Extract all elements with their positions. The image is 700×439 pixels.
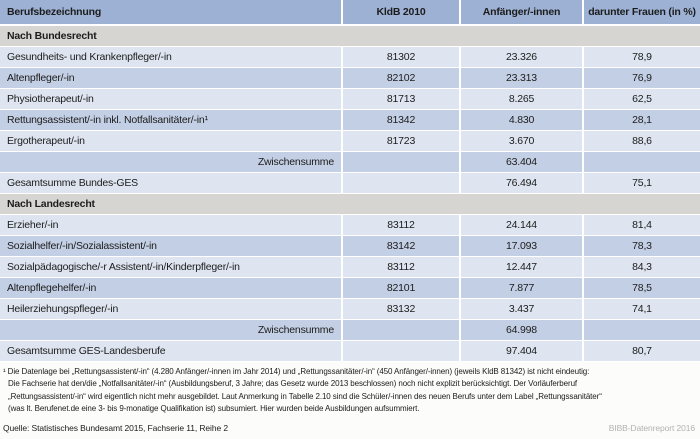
cell-anfaenger: 97.404	[459, 341, 582, 362]
cell-frauen: 78,5	[582, 278, 700, 299]
section-label: Nach Landesrecht	[0, 194, 700, 215]
cell-anfaenger: 12.447	[459, 257, 582, 278]
cell-berufsbezeichnung: Erzieher/-in	[0, 215, 341, 236]
cell-kldb: 81713	[341, 89, 459, 110]
cell-frauen: 76,9	[582, 68, 700, 89]
cell-frauen	[582, 320, 700, 341]
cell-frauen: 81,4	[582, 215, 700, 236]
table-row: Altenpflegehelfer/-in 82101 7.877 78,5	[0, 278, 700, 299]
cell-kldb	[341, 320, 459, 341]
table-row: Ergotherapeut/-in 81723 3.670 88,6	[0, 131, 700, 152]
cell-anfaenger: 64.998	[459, 320, 582, 341]
cell-berufsbezeichnung: Ergotherapeut/-in	[0, 131, 341, 152]
section-row: Nach Landesrecht	[0, 194, 700, 215]
cell-berufsbezeichnung: Zwischensumme	[0, 320, 341, 341]
footnote: ¹ Die Datenlage bei „Rettungsassistent/-…	[0, 362, 700, 416]
section-row: Nach Bundesrecht	[0, 26, 700, 47]
cell-anfaenger: 4.830	[459, 110, 582, 131]
section-label: Nach Bundesrecht	[0, 26, 700, 47]
cell-kldb: 81723	[341, 131, 459, 152]
table-row: Gesundheits- und Krankenpfleger/-in 81302…	[0, 47, 700, 68]
cell-berufsbezeichnung: Altenpflegehelfer/-in	[0, 278, 341, 299]
cell-anfaenger: 3.670	[459, 131, 582, 152]
cell-kldb: 83142	[341, 236, 459, 257]
cell-frauen: 62,5	[582, 89, 700, 110]
table-row: Zwischensumme 64.998	[0, 320, 700, 341]
cell-kldb: 82102	[341, 68, 459, 89]
table-row: Heilerziehungspfleger/-in 83132 3.437 74,1	[0, 299, 700, 320]
column-header-kldb: KldB 2010	[341, 0, 459, 26]
table-row: Erzieher/-in 83112 24.144 81,4	[0, 215, 700, 236]
table-row: Sozialpädagogische/-r Assistent/-in/Kind…	[0, 257, 700, 278]
table-row: Zwischensumme 63.404	[0, 152, 700, 173]
footnote-line: „Rettungsassistent/-in“ wird eigentlich …	[8, 391, 602, 401]
cell-frauen	[582, 152, 700, 173]
cell-berufsbezeichnung: Rettungsassistent/-in inkl. Notfallsanit…	[0, 110, 341, 131]
cell-berufsbezeichnung: Altenpfleger/-in	[0, 68, 341, 89]
cell-frauen: 80,7	[582, 341, 700, 362]
column-header-frauen: darunter Frauen (in %)	[582, 0, 700, 26]
cell-anfaenger: 8.265	[459, 89, 582, 110]
cell-anfaenger: 76.494	[459, 173, 582, 194]
cell-kldb: 83112	[341, 215, 459, 236]
cell-berufsbezeichnung: Gesamtsumme Bundes-GES	[0, 173, 341, 194]
cell-anfaenger: 63.404	[459, 152, 582, 173]
cell-anfaenger: 24.144	[459, 215, 582, 236]
table-row: Rettungsassistent/-in inkl. Notfallsanit…	[0, 110, 700, 131]
footnote-line: Die Fachserie hat den/die „Notfallsanitä…	[8, 379, 578, 389]
footnote-line: (was lt. Berufenet.de eine 3- bis 9-mona…	[8, 404, 420, 414]
cell-kldb: 81342	[341, 110, 459, 131]
header-row: Berufsbezeichnung KldB 2010 Anfänger/-in…	[0, 0, 700, 26]
report-label: BIBB-Datenreport 2016	[608, 422, 695, 433]
cell-frauen: 84,3	[582, 257, 700, 278]
cell-kldb	[341, 341, 459, 362]
cell-anfaenger: 23.326	[459, 47, 582, 68]
cell-kldb: 83112	[341, 257, 459, 278]
table-row: Gesamtsumme GES-Landesberufe 97.404 80,7	[0, 341, 700, 362]
cell-kldb: 81302	[341, 47, 459, 68]
cell-kldb: 83132	[341, 299, 459, 320]
table-body: Nach Bundesrecht Gesundheits- und Kranken…	[0, 26, 700, 362]
source-text: Quelle: Statistisches Bundesamt 2015, Fa…	[3, 422, 228, 433]
cell-kldb	[341, 173, 459, 194]
statistics-table: Berufsbezeichnung KldB 2010 Anfänger/-in…	[0, 0, 700, 362]
cell-frauen: 88,6	[582, 131, 700, 152]
cell-anfaenger: 7.877	[459, 278, 582, 299]
column-header-anfaenger: Anfänger/-innen	[459, 0, 582, 26]
table-row: Sozialhelfer/-in/Sozialassistent/-in 8314…	[0, 236, 700, 257]
table-header: Berufsbezeichnung KldB 2010 Anfänger/-in…	[0, 0, 700, 26]
cell-kldb: 82101	[341, 278, 459, 299]
cell-anfaenger: 17.093	[459, 236, 582, 257]
cell-frauen: 78,3	[582, 236, 700, 257]
cell-berufsbezeichnung: Physiotherapeut/-in	[0, 89, 341, 110]
cell-anfaenger: 23.313	[459, 68, 582, 89]
cell-anfaenger: 3.437	[459, 299, 582, 320]
table-row: Physiotherapeut/-in 81713 8.265 62,5	[0, 89, 700, 110]
cell-frauen: 75,1	[582, 173, 700, 194]
table-row: Gesamtsumme Bundes-GES 76.494 75,1	[0, 173, 700, 194]
cell-berufsbezeichnung: Gesundheits- und Krankenpfleger/-in	[0, 47, 341, 68]
cell-frauen: 28,1	[582, 110, 700, 131]
cell-berufsbezeichnung: Heilerziehungspfleger/-in	[0, 299, 341, 320]
column-header-berufsbezeichnung: Berufsbezeichnung	[0, 0, 341, 26]
cell-kldb	[341, 152, 459, 173]
footnote-line: ¹ Die Datenlage bei „Rettungsassistent/-…	[3, 367, 590, 376]
cell-berufsbezeichnung: Sozialhelfer/-in/Sozialassistent/-in	[0, 236, 341, 257]
cell-berufsbezeichnung: Gesamtsumme GES-Landesberufe	[0, 341, 341, 362]
cell-frauen: 74,1	[582, 299, 700, 320]
table-row: Altenpfleger/-in 82102 23.313 76,9	[0, 68, 700, 89]
source-bar: Quelle: Statistisches Bundesamt 2015, Fa…	[0, 416, 700, 433]
cell-berufsbezeichnung: Zwischensumme	[0, 152, 341, 173]
cell-berufsbezeichnung: Sozialpädagogische/-r Assistent/-in/Kind…	[0, 257, 341, 278]
cell-frauen: 78,9	[582, 47, 700, 68]
